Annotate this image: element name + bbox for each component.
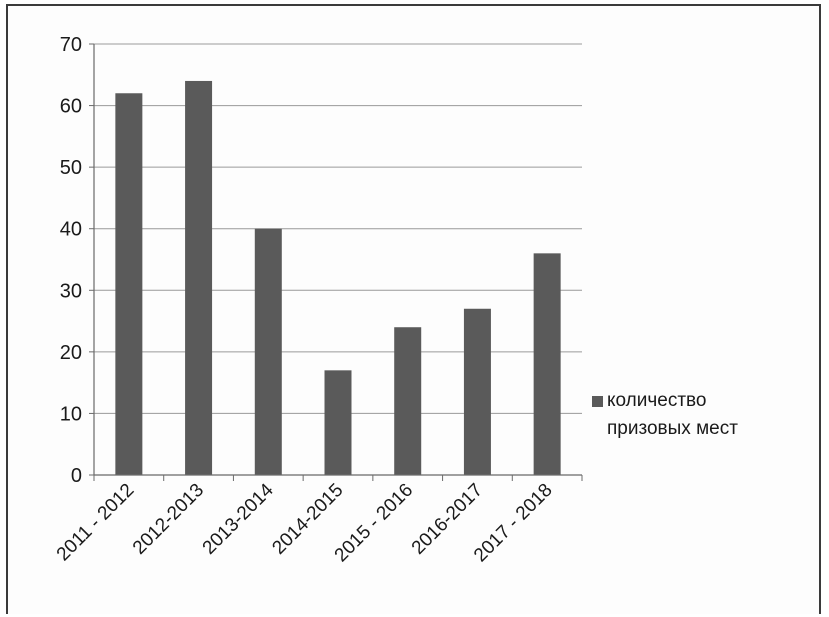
legend-label-line-1: количество bbox=[607, 390, 707, 411]
y-tick-label: 10 bbox=[60, 403, 82, 425]
bar-2013-2014 bbox=[254, 228, 282, 475]
legend: количество призовых мест bbox=[592, 390, 738, 439]
axes bbox=[93, 44, 582, 476]
y-tick-label: 0 bbox=[71, 465, 82, 487]
y-tick-label: 70 bbox=[60, 34, 82, 56]
bar-2011-2012 bbox=[115, 93, 143, 475]
bar-2016-2017 bbox=[463, 308, 491, 475]
bar-2014-2015 bbox=[324, 370, 352, 475]
bars bbox=[115, 80, 561, 475]
bar-chart: 0 10 20 30 40 50 60 70 2011 - 20122012-20132013… bbox=[53, 34, 738, 566]
bar-2012-2013 bbox=[185, 80, 213, 475]
bar-2017-2018 bbox=[533, 253, 561, 475]
legend-swatch bbox=[592, 396, 603, 407]
x-axis-ticks: 2011 - 20122012-20132013-20142014-201520… bbox=[53, 475, 583, 566]
x-tick-label: 2012-2013 bbox=[129, 480, 208, 559]
x-tick-label: 2011 - 2012 bbox=[53, 480, 139, 566]
y-tick-label: 50 bbox=[60, 157, 82, 179]
y-tick-label: 30 bbox=[60, 280, 82, 302]
y-tick-label: 60 bbox=[60, 96, 82, 118]
y-axis-ticks: 0 10 20 30 40 50 60 70 bbox=[60, 34, 94, 487]
gridlines bbox=[94, 43, 582, 414]
y-tick-label: 20 bbox=[60, 342, 82, 364]
y-tick-label: 40 bbox=[60, 219, 82, 241]
chart-frame: 0 10 20 30 40 50 60 70 2011 - 2012 2012-2013 2013… bbox=[6, 4, 821, 614]
bar-2015-2016 bbox=[394, 327, 422, 475]
x-tick-label: 2013-2014 bbox=[199, 479, 278, 558]
legend-label-line-2: призовых мест bbox=[607, 418, 738, 439]
